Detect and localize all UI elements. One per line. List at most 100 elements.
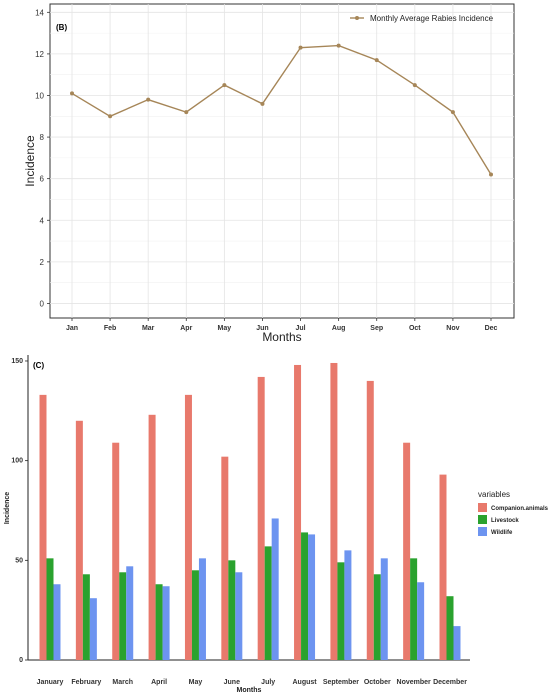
x-tick-label: September xyxy=(323,679,359,686)
legend-title: variables xyxy=(478,490,510,499)
bar-livestock xyxy=(337,562,345,660)
bar-wildlife xyxy=(308,534,316,660)
bar-chart-legend: variables Companion.animals Livestock Wild… xyxy=(478,490,549,536)
x-tick-label: Aug xyxy=(332,325,346,332)
x-tick-label: July xyxy=(261,679,275,686)
line-series-points xyxy=(70,43,493,177)
x-tick-label: January xyxy=(37,679,64,686)
bar-livestock xyxy=(410,558,418,660)
bar-livestock xyxy=(82,574,90,660)
bar-wildlife xyxy=(198,558,206,660)
bar-livestock xyxy=(119,572,127,660)
line-chart-plot-area xyxy=(49,3,515,319)
x-tick-label: March xyxy=(112,679,133,686)
bar-chart-panel: 0 50 100 150 January February March April May Ju… xyxy=(4,355,549,694)
line-chart-y-axis-title: Incidence xyxy=(23,135,37,187)
line-chart-x-axis-title: Months xyxy=(262,330,301,344)
line-series-path xyxy=(71,44,492,175)
x-tick-label: Jul xyxy=(295,325,305,332)
bar-wildlife xyxy=(271,518,279,660)
legend-swatch xyxy=(478,527,487,536)
bar-companion-animals xyxy=(112,442,120,660)
y-tick-label: 150 xyxy=(11,358,23,365)
line-data-point xyxy=(450,110,455,115)
bar-wildlife xyxy=(126,566,134,660)
x-tick-label: May xyxy=(218,325,232,332)
line-chart-legend: Monthly Average Rabies Incidence xyxy=(350,14,494,23)
y-tick-label: 50 xyxy=(15,557,23,564)
legend-items: Companion.animals Livestock Wildlife xyxy=(478,503,549,536)
bar-companion-animals xyxy=(294,364,302,660)
bar-chart-y-ticks: 0 50 100 150 xyxy=(11,358,28,664)
bar-companion-animals xyxy=(403,442,411,660)
line-data-point xyxy=(146,97,151,102)
line-data-point xyxy=(260,101,265,106)
bar-wildlife xyxy=(344,550,352,660)
line-chart-gridlines xyxy=(50,4,514,318)
line-data-point xyxy=(184,110,189,115)
line-data-point xyxy=(374,58,379,63)
x-tick-label: December xyxy=(433,679,467,686)
bar-companion-animals xyxy=(221,456,229,660)
x-tick-label: May xyxy=(189,679,203,686)
bar-wildlife xyxy=(380,558,388,660)
y-tick-label: 100 xyxy=(11,458,23,465)
bar-chart-x-ticks: January February March April May June July Augu… xyxy=(37,679,468,686)
bar-companion-animals xyxy=(330,362,338,660)
bar-companion-animals xyxy=(148,414,156,660)
bar-wildlife xyxy=(162,586,170,660)
line-data-point xyxy=(489,172,493,177)
y-tick-label: 2 xyxy=(40,258,45,267)
panel-label-c: (C) xyxy=(33,361,44,370)
bar-chart-y-axis-title: Incidence xyxy=(4,492,11,524)
line-data-point xyxy=(70,91,74,96)
bar-chart-bars xyxy=(39,362,461,660)
line-data-point xyxy=(222,83,227,88)
x-tick-label: October xyxy=(364,679,391,686)
x-tick-label: Mar xyxy=(142,325,155,332)
y-tick-label: 4 xyxy=(40,216,45,225)
line-chart-y-ticks: 0 2 4 6 8 10 12 14 xyxy=(35,8,50,308)
bar-livestock xyxy=(46,558,54,660)
bar-livestock xyxy=(373,574,381,660)
x-tick-label: June xyxy=(224,679,240,686)
bar-livestock xyxy=(264,546,272,660)
x-tick-label: Dec xyxy=(485,325,498,332)
bar-companion-animals xyxy=(366,380,374,660)
y-tick-label: 14 xyxy=(35,8,44,17)
y-tick-label: 6 xyxy=(40,175,45,184)
legend-label: Wildlife xyxy=(491,530,513,536)
line-data-point xyxy=(412,83,417,88)
bar-livestock xyxy=(155,584,163,660)
legend-label: Monthly Average Rabies Incidence xyxy=(370,14,494,23)
bar-chart-x-axis-title: Months xyxy=(237,687,262,694)
bar-livestock xyxy=(301,532,309,660)
x-tick-label: Nov xyxy=(446,325,459,332)
bar-wildlife xyxy=(417,582,425,660)
x-tick-label: Apr xyxy=(180,325,192,332)
x-tick-label: February xyxy=(71,679,101,686)
legend-point-key xyxy=(355,16,359,20)
bar-companion-animals xyxy=(184,394,192,660)
bar-wildlife xyxy=(89,598,97,660)
line-data-point xyxy=(108,114,113,119)
bar-companion-animals xyxy=(257,376,265,660)
y-tick-label: 12 xyxy=(35,50,44,59)
x-tick-label: November xyxy=(397,679,432,686)
x-tick-label: Sep xyxy=(370,325,383,332)
legend-label: Livestock xyxy=(491,518,519,524)
line-chart-panel: 0 2 4 6 8 10 12 14 Jan Feb Mar Apr May Jun Jul Aug Sep O… xyxy=(23,3,515,344)
bar-livestock xyxy=(191,570,199,660)
y-tick-label: 0 xyxy=(19,657,23,664)
bar-companion-animals xyxy=(439,474,447,660)
y-tick-label: 8 xyxy=(40,133,45,142)
x-tick-label: April xyxy=(151,679,167,686)
line-chart-x-ticks: Jan Feb Mar Apr May Jun Jul Aug Sep Oct Nov Dec xyxy=(66,318,498,332)
x-tick-label: Oct xyxy=(409,325,421,332)
bar-livestock xyxy=(228,560,236,660)
bar-wildlife xyxy=(53,584,61,660)
x-tick-label: August xyxy=(292,679,317,686)
x-tick-label: Feb xyxy=(104,325,116,332)
panel-label-b: (B) xyxy=(56,23,67,32)
